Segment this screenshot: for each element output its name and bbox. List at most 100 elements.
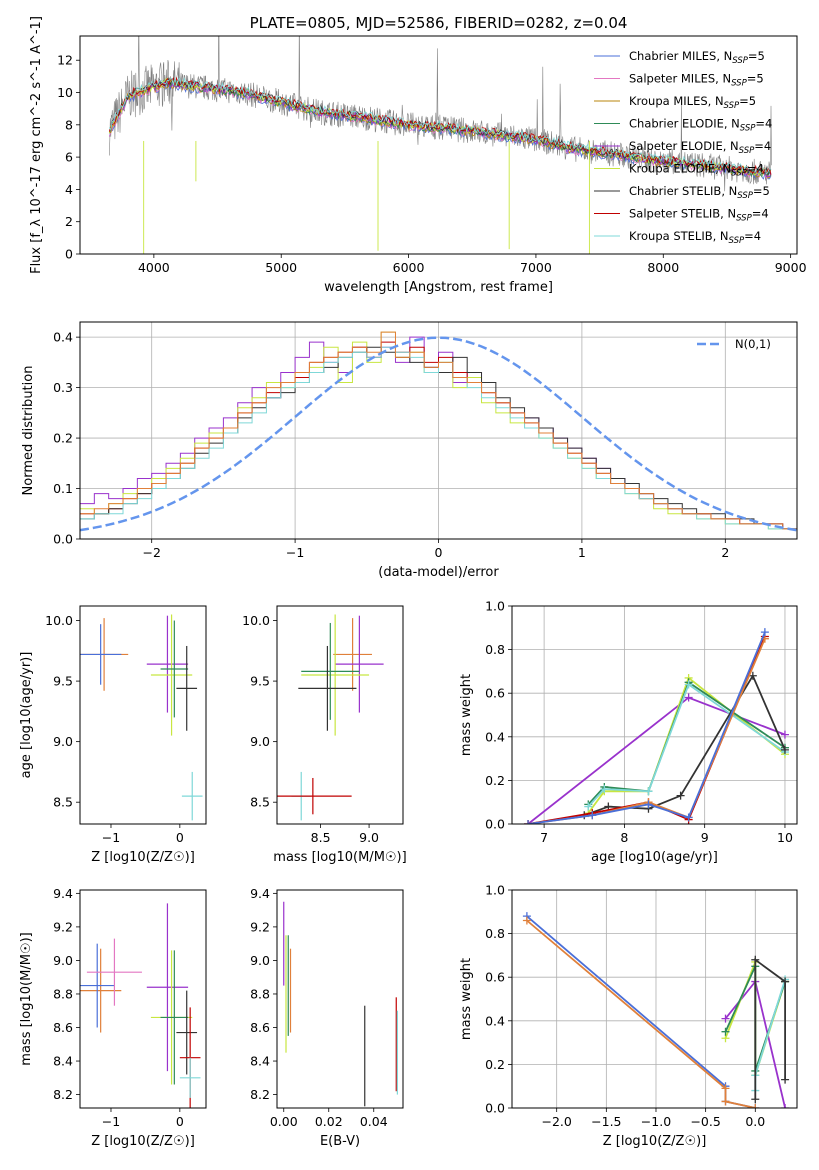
chart-title: PLATE=0805, MJD=52586, FIBERID=0282, z=0… <box>250 14 628 32</box>
series-marker <box>751 1095 760 1104</box>
y-tick-label: 8.2 <box>53 1087 73 1102</box>
legend-suffix: =5 <box>747 72 764 86</box>
x-tick-label: 9 <box>701 830 709 845</box>
series-marker <box>748 671 757 680</box>
age-vs-mass-panel: 8.5 9.0 8.5 9.0 9.5 10.0 mass [log10(M/M☉)] <box>242 605 407 865</box>
series-line <box>583 673 786 817</box>
y-tick-label: 10.0 <box>242 613 270 628</box>
y-axis-label: Normed distribution <box>21 366 36 496</box>
legend-sub: SSP <box>739 146 755 156</box>
x-tick-label: 0.04 <box>360 1114 388 1129</box>
errorbar-point <box>176 990 198 1075</box>
errorbar-point <box>160 950 189 1085</box>
y-tick-label: 1.0 <box>485 599 505 614</box>
y-tick-label: 8.2 <box>250 1087 270 1102</box>
series-line <box>526 919 756 1108</box>
errorbar-point <box>333 618 372 691</box>
spectrum-plot-area <box>108 36 772 254</box>
x-tick-label: −2 <box>142 545 160 560</box>
errorbar-point <box>301 622 360 720</box>
x-tick-label: 8 <box>620 830 628 845</box>
x-tick-label: 0.02 <box>315 1114 343 1129</box>
y-tick-label: 0.0 <box>485 1101 505 1116</box>
x-axis-label: (data-model)/error <box>378 565 499 580</box>
y-axis-label: mass weight <box>459 958 474 1040</box>
legend-label: Kroupa STELIB, N <box>629 229 729 243</box>
y-tick-label: 0.2 <box>485 1057 505 1072</box>
legend-suffix: =5 <box>739 94 756 108</box>
y-tick-label: 0 <box>65 247 73 262</box>
x-tick-label: 2 <box>721 545 729 560</box>
legend-label: Chabrier STELIB, N <box>629 184 737 198</box>
legend-sub: SSP <box>729 236 745 246</box>
legend-suffix: =4 <box>752 207 769 221</box>
y-tick-label: 0.8 <box>485 642 505 657</box>
x-tick-label: 0.00 <box>270 1114 298 1129</box>
x-axis-label: wavelength [Angstrom, rest frame] <box>324 280 553 295</box>
y-tick-label: 8.4 <box>250 1054 270 1069</box>
x-axis-label: Z [log10(Z/Z☉)] <box>603 1134 707 1149</box>
series-marker <box>760 628 769 637</box>
legend-suffix: =4 <box>747 162 764 176</box>
legend-label: Salpeter STELIB, N <box>629 207 736 221</box>
legend-sub: SSP <box>737 191 753 201</box>
series-marker <box>721 1084 730 1093</box>
axes-frame <box>79 889 207 1109</box>
plot-area <box>283 901 398 1107</box>
spectrum-panel: PLATE=0805, MJD=52586, FIBERID=0282, z=0… <box>29 14 807 295</box>
x-tick-label: 7000 <box>520 260 552 275</box>
y-tick-label: 0.1 <box>53 481 73 496</box>
y-tick-label: 0.3 <box>53 380 73 395</box>
legend-entry: Kroupa STELIB, NSSP=4 <box>629 229 761 246</box>
x-tick-label: 9.0 <box>359 830 379 845</box>
series-marker <box>781 977 790 986</box>
errorbar-point <box>181 771 203 821</box>
x-tick-label: −1.0 <box>641 1114 671 1129</box>
legend-entry: Chabrier ELODIE, NSSP=4 <box>629 117 772 134</box>
series-marker <box>644 800 653 809</box>
series-line <box>754 958 786 1100</box>
mass-vs-metallicity-panel: −1 0 8.2 8.4 8.6 8.8 9.0 9.2 9.4 Z [log10(Z/Z☉)] m… <box>19 886 207 1149</box>
x-tick-label: 7 <box>540 830 548 845</box>
y-tick-label: 8.5 <box>250 795 270 810</box>
x-tick-label: 0 <box>176 1114 184 1129</box>
series-marker <box>522 916 531 925</box>
y-axis-label: mass [log10(M/M☉)] <box>19 932 34 1065</box>
errorbar-point <box>298 645 357 731</box>
y-tick-label: 1.0 <box>485 883 505 898</box>
series-marker <box>780 745 789 754</box>
legend-entry: Salpeter ELODIE, NSSP=4 <box>629 139 771 156</box>
plot-area <box>522 912 790 1108</box>
y-tick-label: 9.0 <box>53 953 73 968</box>
x-tick-label: 5000 <box>265 260 297 275</box>
legend-label: Chabrier ELODIE, N <box>629 117 740 131</box>
series-marker <box>781 1075 790 1084</box>
series-marker <box>684 693 693 702</box>
legend-entry: N(0,1) <box>735 337 771 351</box>
y-tick-label: 8.4 <box>53 1054 73 1069</box>
y-tick-label: 12 <box>57 53 73 68</box>
series-marker <box>684 680 693 689</box>
y-tick-label: 10 <box>57 85 73 100</box>
y-tick-label: 8 <box>65 117 73 132</box>
x-tick-label: 0.0 <box>745 1114 765 1129</box>
y-tick-label: 9.2 <box>53 919 73 934</box>
x-tick-label: −1 <box>102 830 120 845</box>
legend-label: Salpeter ELODIE, N <box>629 139 739 153</box>
x-axis-label: mass [log10(M/M☉)] <box>273 850 406 865</box>
legend-entry: Kroupa MILES, NSSP=5 <box>629 94 756 111</box>
legend-entry: Chabrier STELIB, NSSP=5 <box>629 184 770 201</box>
y-tick-label: 9.0 <box>53 734 73 749</box>
series-line <box>526 915 756 1108</box>
plot-area <box>277 614 384 821</box>
y-tick-label: 8.8 <box>250 986 270 1001</box>
x-tick-label: 8000 <box>647 260 679 275</box>
y-tick-label: 9.5 <box>53 674 73 689</box>
y-tick-label: 0.4 <box>485 1013 505 1028</box>
series-marker <box>780 730 789 739</box>
legend-entry: Kroupa ELODIE, NSSP=4 <box>629 162 764 179</box>
age-vs-metallicity-panel: −1 0 8.5 9.0 9.5 10.0 Z [log10(Z/Z☉)] age [log1… <box>19 605 207 865</box>
errorbar-point <box>335 615 384 713</box>
legend-sub: SSP <box>724 101 740 111</box>
y-tick-label: 0.8 <box>485 926 505 941</box>
